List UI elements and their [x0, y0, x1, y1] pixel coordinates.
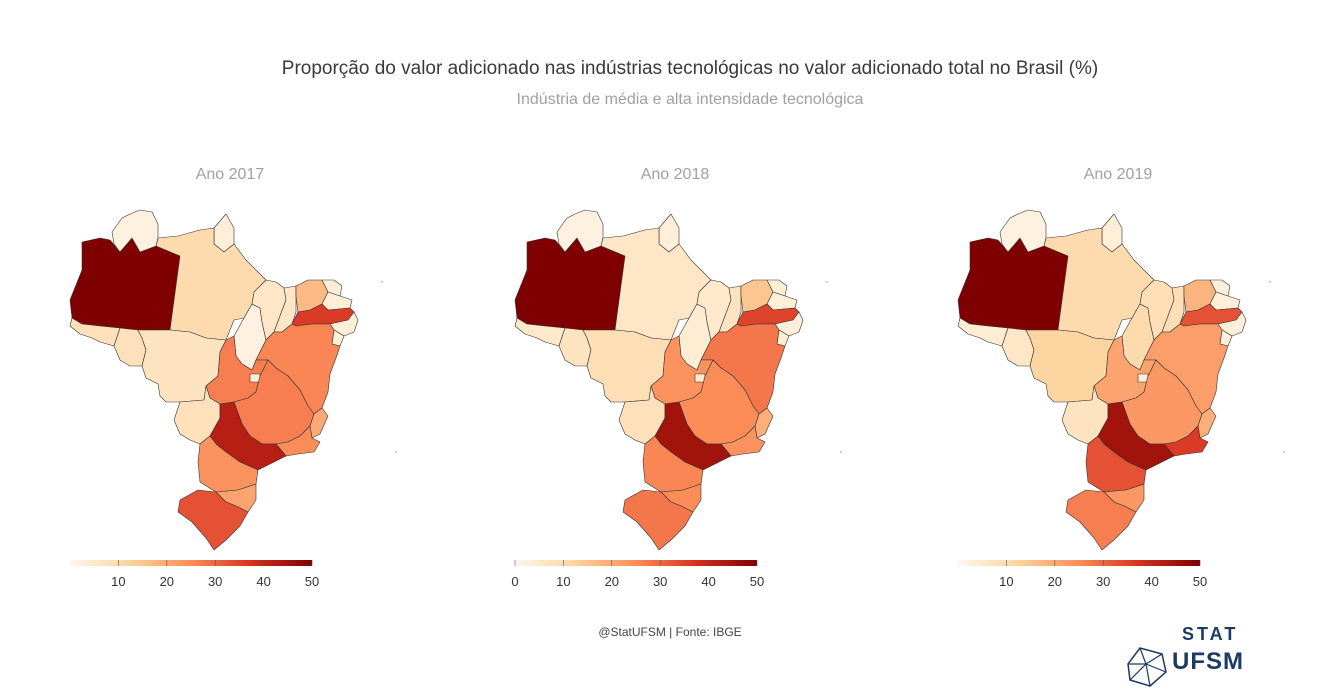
island-dot [826, 281, 828, 283]
state-pb [1209, 291, 1241, 311]
legend-tick-label: 50 [750, 574, 764, 589]
brazil-map-2017 [69, 209, 397, 550]
chart-subtitle: Indústria de média e alta intensidade te… [516, 91, 864, 108]
legend-tick-label: 10 [111, 574, 125, 589]
brazil-map-2019 [957, 209, 1285, 550]
island-dot [381, 281, 383, 283]
legend-tick-label: 30 [208, 574, 222, 589]
statufsm-logo: STAT UFSM [1122, 624, 1247, 687]
legend-tick-label: 10 [999, 574, 1013, 589]
polyhedron-icon [1127, 647, 1167, 687]
legend-tick-label: 50 [305, 574, 319, 589]
island-dot [840, 451, 842, 453]
state-rn [766, 279, 788, 297]
island-dot [1283, 451, 1285, 453]
state-am [957, 237, 1069, 331]
state-am [69, 237, 181, 331]
state-am [514, 237, 626, 331]
legend-color-bar [515, 560, 757, 566]
state-pb [321, 291, 353, 311]
brazil-map-2018 [514, 209, 842, 550]
state-rs [1065, 489, 1137, 550]
state-rj [275, 425, 321, 457]
state-rs [177, 489, 249, 550]
color-legend-2017: 10 20 30 40 50 [70, 560, 319, 589]
state-ac [514, 317, 566, 347]
logo-text-bottom: UFSM [1172, 648, 1244, 675]
legend-tick-label: 0 [511, 574, 518, 589]
map-panel-2019: Ano 2019 10 20 30 40 50 [918, 160, 1318, 600]
legend-tick-label: 20 [1048, 574, 1062, 589]
legend-tick-label: 40 [701, 574, 715, 589]
legend-tick-label: 20 [160, 574, 174, 589]
logo-text-top: STAT [1182, 624, 1239, 644]
source-caption: @StatUFSM | Fonte: IBGE [598, 625, 742, 639]
map-panel-2018: Ano 2018 0 10 20 30 40 50 [475, 160, 875, 600]
state-ac [69, 317, 121, 347]
color-legend-2019: 10 20 30 40 50 [958, 560, 1207, 589]
legend-tick-label: 20 [605, 574, 619, 589]
legend-tick-label: 30 [653, 574, 667, 589]
legend-tick-label: 40 [256, 574, 270, 589]
panel-title: Ano 2017 [195, 166, 265, 183]
legend-tick-label: 10 [556, 574, 570, 589]
color-legend-2018: 0 10 20 30 40 50 [511, 560, 764, 589]
panel-title: Ano 2018 [640, 166, 710, 183]
legend-color-bar [70, 560, 312, 566]
map-panel-2017: Ano 2017 10 20 30 40 50 [30, 160, 430, 600]
legend-tick-label: 50 [1193, 574, 1207, 589]
state-rn [321, 279, 343, 297]
state-rj [1163, 425, 1209, 457]
island-dot [395, 451, 397, 453]
legend-tick-label: 30 [1096, 574, 1110, 589]
panel-title: Ano 2019 [1083, 166, 1153, 183]
state-rj [720, 425, 766, 457]
state-pb [766, 291, 798, 311]
legend-tick-label: 40 [1144, 574, 1158, 589]
legend-color-bar [958, 560, 1200, 566]
state-rs [622, 489, 694, 550]
state-ac [957, 317, 1009, 347]
state-rn [1209, 279, 1231, 297]
chart-title: Proporção do valor adicionado nas indúst… [281, 58, 1099, 79]
island-dot [1269, 281, 1271, 283]
